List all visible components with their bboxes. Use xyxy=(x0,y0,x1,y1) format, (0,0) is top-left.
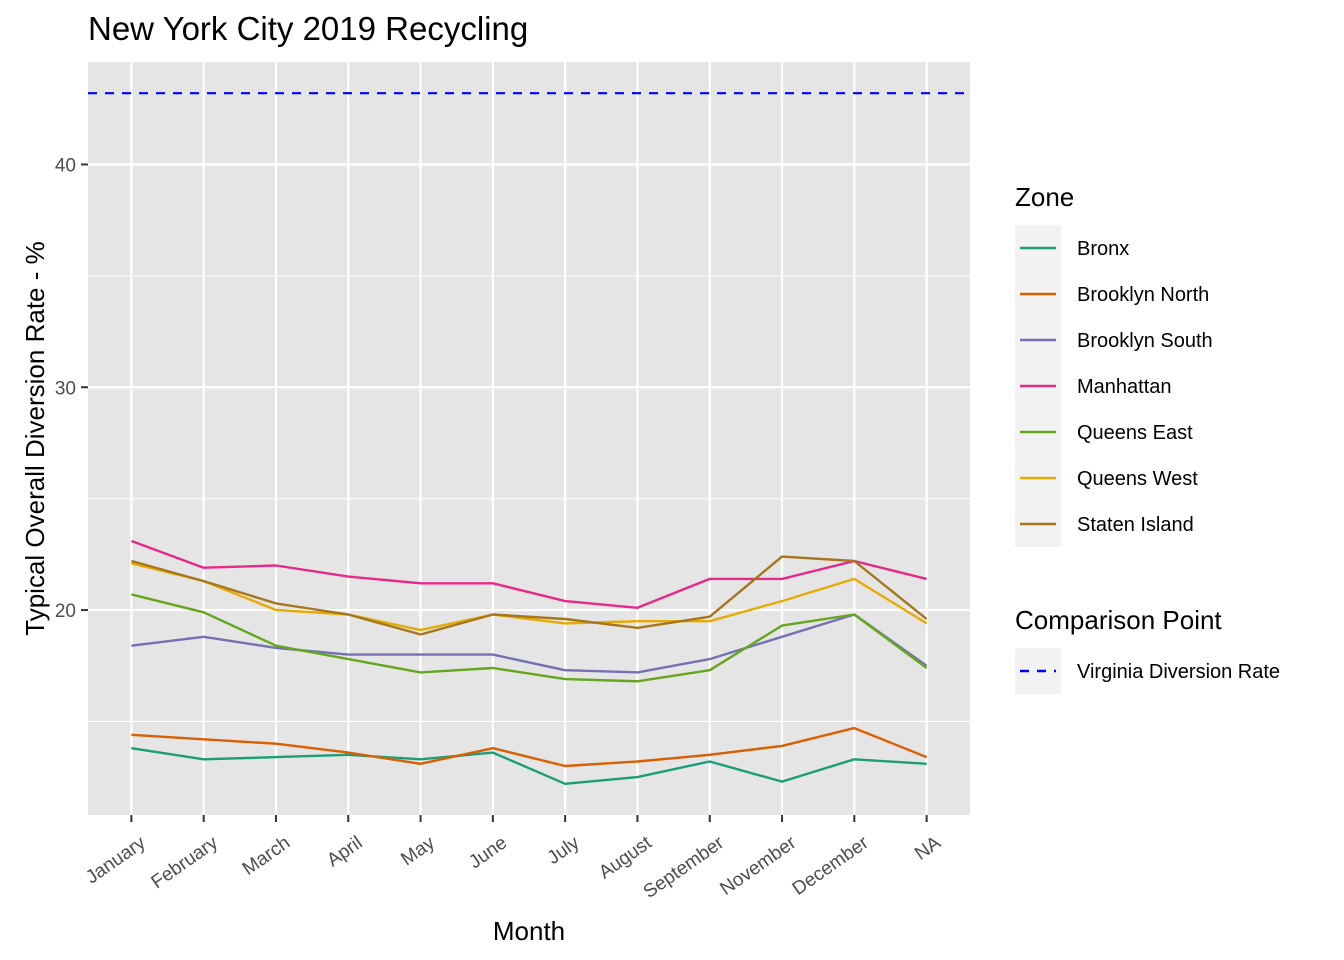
legend-zone-items: Bronx Brooklyn North Brooklyn South Manhatt… xyxy=(1015,225,1213,547)
legend-label-staten-island: Staten Island xyxy=(1077,514,1194,536)
y-axis: 20 30 40 xyxy=(55,155,88,622)
legend-zone-title: Zone xyxy=(1015,182,1074,212)
x-tick-label: July xyxy=(544,832,584,869)
x-tick-label: June xyxy=(465,832,511,873)
x-tick-label: January xyxy=(82,832,150,888)
x-tick-label: August xyxy=(595,832,656,884)
legend-label-brooklyn-south: Brooklyn South xyxy=(1077,330,1213,352)
x-tick-label: February xyxy=(148,832,223,893)
legend-comparison: Comparison Point Virginia Diversion Rate xyxy=(1015,605,1280,694)
series-line-manhattan xyxy=(130,539,927,609)
legend-comparison-title: Comparison Point xyxy=(1015,605,1222,635)
x-tick-label: November xyxy=(716,832,800,900)
series-lines xyxy=(130,539,928,785)
chart-title: New York City 2019 Recycling xyxy=(88,10,528,47)
legend-comparison-label: Virginia Diversion Rate xyxy=(1077,661,1280,683)
legend-label-queens-east: Queens East xyxy=(1077,422,1193,444)
legend-zone: Zone Bronx Brooklyn North Brooklyn South Ma… xyxy=(1015,182,1213,547)
series-line-brooklyn-north xyxy=(131,726,928,768)
series-line-queens-west xyxy=(131,562,928,632)
x-axis-title: Month xyxy=(493,916,565,946)
legend-label-queens-west: Queens West xyxy=(1077,468,1198,490)
x-tick-label: March xyxy=(239,832,294,879)
y-axis-title: Typical Overall Diversion Rate - % xyxy=(20,241,50,635)
legend-label-manhattan: Manhattan xyxy=(1077,376,1172,398)
plot-panel-background xyxy=(88,62,970,815)
series-line-queens-east xyxy=(131,593,928,683)
minor-gridlines xyxy=(88,275,970,722)
x-tick-label: May xyxy=(397,832,439,870)
series-line-brooklyn-south xyxy=(131,613,928,674)
x-tick-label: April xyxy=(323,832,366,871)
y-tick-label: 40 xyxy=(55,155,76,176)
x-tick-label: NA xyxy=(911,832,945,865)
series-line-bronx xyxy=(131,747,927,785)
x-tick-label: September xyxy=(640,832,729,903)
legend-label-bronx: Bronx xyxy=(1077,238,1129,260)
plot-panel xyxy=(88,62,970,815)
major-gridlines xyxy=(88,62,970,815)
y-tick-label: 30 xyxy=(55,378,76,399)
legend-label-brooklyn-north: Brooklyn North xyxy=(1077,284,1209,306)
x-tick-label: December xyxy=(789,832,873,900)
series-line-staten-island xyxy=(131,555,928,636)
y-tick-label: 20 xyxy=(55,601,76,622)
